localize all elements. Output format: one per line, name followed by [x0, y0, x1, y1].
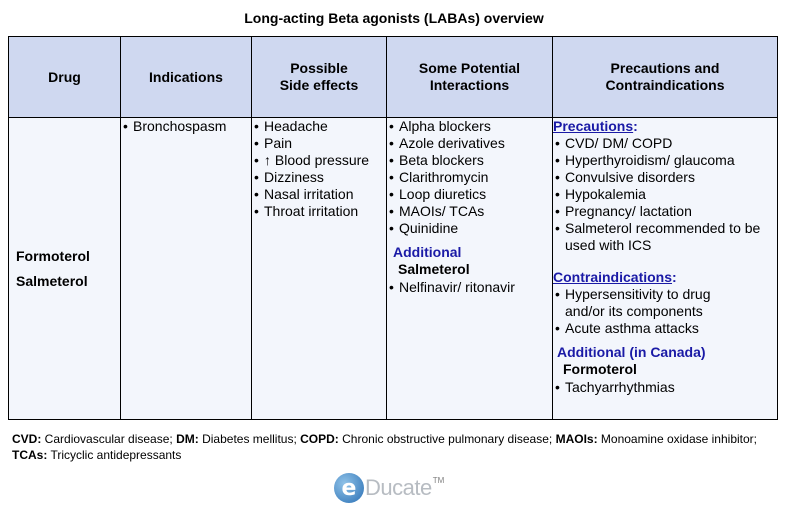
educate-logo: e Ducate TM	[334, 472, 444, 504]
list-item: MAOIs/ TCAs	[387, 203, 552, 220]
interactions-additional-heading: Additional	[393, 244, 462, 260]
list-item: ↑ Blood pressure	[252, 152, 386, 169]
list-item: Bronchospasm	[121, 118, 251, 135]
list-item: Alpha blockers	[387, 118, 552, 135]
table-row: Formoterol Salmeterol Bronchospasm Heada…	[8, 117, 778, 420]
header-precautions: Precautions and Contraindications	[552, 36, 778, 118]
precautions-additional-drug: Formoterol	[563, 361, 637, 377]
abbr-term: DM:	[176, 432, 199, 446]
table-header-row: Drug Indications Possible Side effects So…	[8, 36, 778, 118]
header-side-effects: Possible Side effects	[251, 36, 387, 118]
list-item: Hypersensitivity to drug and/or its comp…	[553, 286, 733, 320]
interactions-additional-drug: Salmeterol	[398, 261, 470, 277]
abbr-term: CVD:	[12, 432, 42, 446]
list-item: Pain	[252, 135, 386, 152]
list-item: Salmeterol recommended to be used with I…	[553, 220, 761, 254]
header-drug: Drug	[8, 36, 121, 118]
abbr-term: MAOIs:	[555, 432, 598, 446]
list-item: Dizziness	[252, 169, 386, 186]
abbr-term: TCAs:	[12, 448, 48, 462]
logo-word: Ducate	[365, 475, 432, 500]
indications-cell: Bronchospasm	[120, 117, 252, 420]
header-indications: Indications	[120, 36, 252, 118]
list-item: Tachyarrhythmias	[553, 379, 777, 396]
contraindications-heading-line: Contraindications:	[553, 269, 677, 285]
list-item: Throat irritation	[252, 203, 386, 220]
list-item: Beta blockers	[387, 152, 552, 169]
list-item: Clarithromycin	[387, 169, 552, 186]
contraindications-heading: Contraindications	[553, 269, 673, 285]
list-item: Headache	[252, 118, 386, 135]
list-item: Hypokalemia	[553, 186, 777, 203]
logo-e-icon: e	[334, 473, 364, 503]
precautions-cell: Precautions: CVD/ DM/ COPD Hyperthyroidi…	[552, 117, 778, 420]
drug-name: Salmeterol	[16, 272, 88, 289]
precautions-heading: Precautions	[553, 118, 634, 134]
trademark: TM	[432, 475, 445, 485]
list-item: CVD/ DM/ COPD	[553, 135, 777, 152]
drug-name: Formoterol	[16, 247, 90, 264]
abbr-def: Chronic obstructive pulmonary disease;	[338, 432, 556, 446]
list-item: Nasal irritation	[252, 186, 386, 203]
list-item: Quinidine	[387, 220, 552, 237]
side-effects-cell: Headache Pain ↑ Blood pressure Dizziness…	[251, 117, 387, 420]
header-interactions: Some Potential Interactions	[386, 36, 553, 118]
drug-cell: Formoterol Salmeterol	[8, 117, 121, 420]
list-item: Convulsive disorders	[553, 169, 777, 186]
list-item: Loop diuretics	[387, 186, 552, 203]
abbr-def: Diabetes mellitus;	[198, 432, 301, 446]
precautions-heading-line: Precautions:	[553, 118, 638, 134]
list-item: Azole derivatives	[387, 135, 552, 152]
abbreviations-footnote: CVD: Cardiovascular disease; DM: Diabete…	[12, 431, 778, 463]
abbr-term: COPD:	[300, 432, 339, 446]
precautions-additional-heading: Additional (in Canada)	[557, 344, 706, 360]
interactions-cell: Alpha blockers Azole derivatives Beta bl…	[386, 117, 553, 420]
list-item: Hyperthyroidism/ glaucoma	[553, 152, 777, 169]
list-item: Pregnancy/ lactation	[553, 203, 777, 220]
abbr-def: Tricyclic antidepressants	[47, 448, 182, 462]
labas-table: Drug Indications Possible Side effects So…	[8, 36, 778, 420]
page-title: Long-acting Beta agonists (LABAs) overvi…	[244, 10, 544, 26]
abbr-def: Cardiovascular disease;	[41, 432, 177, 446]
list-item: Nelfinavir/ ritonavir	[387, 279, 552, 296]
abbr-def: Monoamine oxidase inhibitor;	[597, 432, 757, 446]
list-item: Acute asthma attacks	[553, 320, 777, 337]
